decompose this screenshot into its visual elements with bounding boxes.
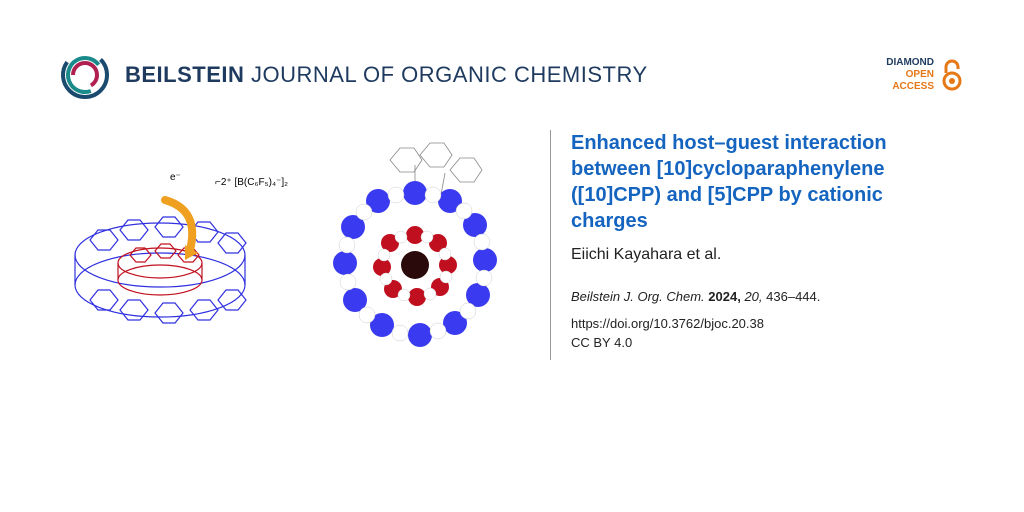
header: BEILSTEIN JOURNAL OF ORGANIC CHEMISTRY D… bbox=[60, 50, 964, 100]
citation-journal: Beilstein J. Org. Chem. bbox=[571, 289, 705, 304]
figure-2 bbox=[320, 135, 510, 355]
citation-volume: 20, bbox=[744, 289, 762, 304]
article-meta: Enhanced host–guest interaction between … bbox=[571, 130, 964, 360]
citation-year: 2024, bbox=[708, 289, 741, 304]
figures-panel: e⁻ ⌐2⁺ [B(C₆F₅)₄⁻]₂ bbox=[60, 130, 540, 360]
article-title: Enhanced host–guest interaction between … bbox=[571, 130, 964, 234]
open-access-text: DIAMOND OPEN ACCESS bbox=[886, 57, 934, 93]
journal-name-light: JOURNAL OF ORGANIC CHEMISTRY bbox=[244, 62, 647, 87]
article-license: CC BY 4.0 bbox=[571, 335, 964, 350]
open-access-badge: DIAMOND OPEN ACCESS bbox=[886, 57, 964, 93]
open-access-icon bbox=[940, 59, 964, 91]
divider bbox=[550, 130, 551, 360]
figure-1: e⁻ ⌐2⁺ [B(C₆F₅)₄⁻]₂ bbox=[60, 155, 290, 335]
article-doi[interactable]: https://doi.org/10.3762/bjoc.20.38 bbox=[571, 316, 964, 331]
oa-open-label: OPEN bbox=[886, 69, 934, 81]
article-authors: Eiichi Kayahara et al. bbox=[571, 246, 964, 264]
oa-access-label: ACCESS bbox=[886, 81, 934, 93]
brand: BEILSTEIN JOURNAL OF ORGANIC CHEMISTRY bbox=[60, 50, 648, 100]
citation-pages: 436–444. bbox=[766, 289, 820, 304]
oa-diamond-label: DIAMOND bbox=[886, 57, 934, 69]
svg-text:e⁻: e⁻ bbox=[170, 172, 181, 183]
svg-text:⌐2⁺ [B(C₆F₅)₄⁻]₂: ⌐2⁺ [B(C₆F₅)₄⁻]₂ bbox=[215, 177, 288, 188]
article-citation: Beilstein J. Org. Chem. 2024, 20, 436–44… bbox=[571, 289, 964, 304]
logo-swirl-icon bbox=[60, 50, 110, 100]
content: e⁻ ⌐2⁺ [B(C₆F₅)₄⁻]₂ bbox=[60, 130, 964, 360]
journal-name: BEILSTEIN JOURNAL OF ORGANIC CHEMISTRY bbox=[125, 62, 648, 88]
journal-name-bold: BEILSTEIN bbox=[125, 62, 244, 87]
